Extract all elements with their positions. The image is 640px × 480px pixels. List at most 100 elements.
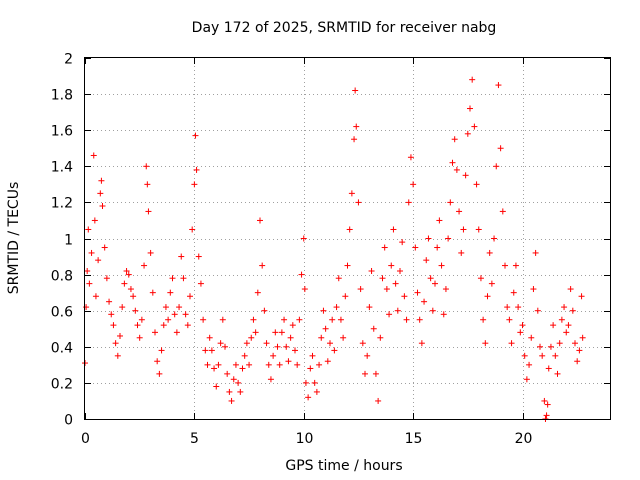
data-point	[449, 159, 456, 166]
data-point	[108, 311, 115, 318]
data-point	[401, 293, 408, 300]
y-tick-label: 0.6	[51, 305, 73, 321]
data-point	[127, 286, 134, 293]
y-tick-label: 1.6	[51, 124, 73, 140]
data-point	[530, 286, 537, 293]
data-point	[119, 304, 126, 311]
data-point	[112, 340, 119, 347]
data-point	[550, 322, 557, 329]
data-point	[473, 181, 480, 188]
data-point	[427, 275, 434, 282]
data-point	[84, 267, 91, 274]
data-point	[352, 87, 359, 94]
data-point	[195, 253, 202, 260]
data-point	[412, 244, 419, 251]
data-point	[528, 334, 535, 341]
data-point	[541, 397, 548, 404]
data-point	[217, 340, 224, 347]
data-point	[504, 304, 511, 311]
data-point	[152, 329, 158, 336]
data-point	[405, 199, 412, 206]
data-point	[377, 334, 384, 341]
data-point	[241, 352, 248, 359]
data-point	[263, 340, 270, 347]
data-point	[423, 257, 430, 264]
data-point	[259, 262, 266, 269]
data-point	[451, 136, 458, 143]
data-point	[512, 262, 519, 269]
data-point	[320, 307, 327, 314]
data-point	[366, 304, 373, 311]
data-point	[579, 334, 586, 341]
data-point	[337, 316, 344, 323]
data-point	[554, 370, 561, 377]
data-point	[327, 340, 333, 347]
data-point	[438, 262, 445, 269]
data-point	[383, 286, 390, 293]
data-point	[237, 388, 244, 395]
data-point	[224, 370, 231, 377]
data-point	[154, 358, 161, 365]
data-point	[467, 105, 473, 112]
data-point	[138, 316, 145, 323]
data-point	[132, 307, 139, 314]
data-point	[569, 307, 576, 314]
data-point	[552, 352, 559, 359]
data-point	[307, 365, 314, 372]
y-tick-label: 0.2	[51, 377, 73, 393]
data-point	[211, 365, 218, 372]
data-point	[510, 289, 517, 296]
data-point	[434, 244, 441, 251]
data-point	[180, 275, 187, 282]
data-point	[403, 316, 410, 323]
y-tick-label: 1	[64, 233, 73, 249]
data-point	[206, 334, 213, 341]
y-tick-label: 2	[64, 52, 73, 68]
data-point	[176, 304, 183, 311]
data-point	[381, 244, 388, 251]
data-point	[246, 361, 253, 368]
data-point	[90, 152, 97, 159]
data-point	[88, 249, 95, 256]
data-point	[219, 316, 226, 323]
data-point	[248, 334, 255, 341]
data-point	[469, 76, 476, 83]
data-point	[399, 239, 406, 246]
data-point	[130, 293, 137, 300]
data-point	[456, 208, 463, 215]
data-point	[182, 311, 189, 318]
data-point	[162, 304, 169, 311]
data-point	[519, 322, 526, 329]
data-point	[97, 190, 104, 197]
chart-title: Day 172 of 2025, SRMTID for receiver nab…	[192, 20, 497, 36]
data-point	[86, 280, 93, 287]
y-tick-label: 1.4	[51, 160, 73, 176]
data-point	[386, 311, 393, 318]
data-point	[222, 343, 228, 350]
data-point	[578, 293, 585, 300]
data-point	[192, 132, 199, 139]
data-point	[272, 329, 279, 336]
data-point	[305, 394, 312, 401]
y-tick-label: 0	[64, 413, 73, 429]
y-axis-label: SRMTID / TECUs	[6, 182, 22, 295]
data-point	[208, 347, 215, 354]
data-point	[160, 322, 167, 329]
data-point	[191, 181, 198, 188]
data-point	[556, 340, 563, 347]
data-point	[563, 329, 570, 336]
data-point	[495, 82, 502, 89]
data-point	[544, 401, 551, 408]
data-point	[171, 311, 178, 318]
x-axis: 0 5 10 15 20	[81, 58, 532, 447]
data-point	[397, 267, 403, 274]
data-point	[309, 352, 316, 359]
data-point	[187, 293, 193, 300]
data-point	[565, 322, 572, 329]
data-point	[357, 286, 364, 293]
data-point	[281, 316, 288, 323]
y-axis: 0 0.2 0.4 0.6 0.8 1 1.2 1.4 1.6 1.8 2	[51, 52, 610, 429]
data-point	[158, 347, 165, 354]
data-point	[537, 343, 543, 350]
